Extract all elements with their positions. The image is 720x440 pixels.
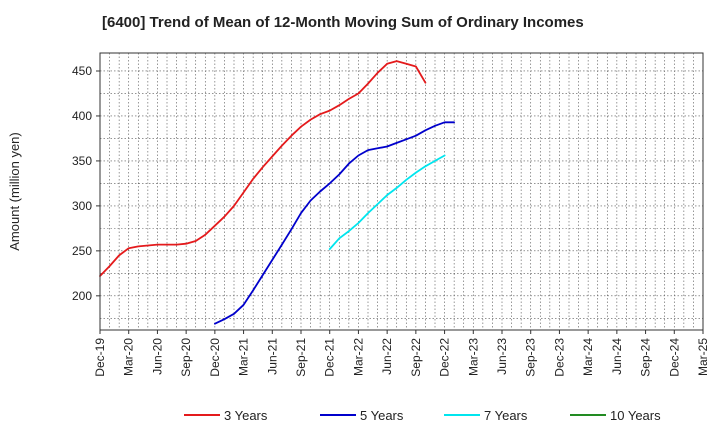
- y-axis-label: Amount (million yen): [7, 132, 22, 251]
- y-tick-label: 400: [72, 109, 92, 123]
- x-tick-label: Mar-21: [237, 338, 251, 376]
- x-axis-ticks: Dec-19 Mar-20 Jun-20 Sep-20 Dec-20 Mar-21 Jun-…: [93, 330, 710, 377]
- series-line-5-years: [213, 121, 456, 325]
- x-tick-label: Sep-20: [179, 338, 193, 377]
- x-tick-label: Jun-23: [495, 338, 509, 375]
- plot-area-frame: [99, 52, 704, 331]
- chart-title: [6400] Trend of Mean of 12-Month Moving …: [102, 14, 584, 31]
- legend-label-5-years: 5 Years: [360, 408, 404, 423]
- x-tick-label: Dec-20: [208, 338, 222, 377]
- x-tick-label: Dec-22: [438, 338, 452, 377]
- x-tick-label: Mar-24: [581, 338, 595, 376]
- x-tick-label: Sep-24: [639, 338, 653, 377]
- x-tick-label: Jun-22: [380, 338, 394, 375]
- x-tick-label: Jun-21: [265, 338, 279, 375]
- legend: 3 Years 5 Years 7 Years 10 Years: [184, 408, 661, 423]
- x-tick-label: Jun-24: [610, 338, 624, 375]
- y-tick-label: 300: [72, 199, 92, 213]
- x-tick-label: Mar-25: [696, 338, 710, 376]
- x-tick-label: Sep-23: [524, 338, 538, 377]
- y-tick-label: 450: [72, 64, 92, 78]
- y-axis-ticks: 200 250 300 350 400 450: [72, 64, 100, 303]
- x-tick-label: Dec-24: [667, 338, 681, 377]
- x-tick-label: Mar-23: [466, 338, 480, 376]
- series-lines: [99, 60, 456, 325]
- y-tick-label: 350: [72, 154, 92, 168]
- x-tick-label: Dec-23: [552, 338, 566, 377]
- y-tick-label: 200: [72, 289, 92, 303]
- x-tick-label: Mar-20: [122, 338, 136, 376]
- legend-label-7-years: 7 Years: [484, 408, 528, 423]
- x-tick-label: Mar-22: [351, 338, 365, 376]
- series-line-7-years: [328, 154, 446, 251]
- x-tick-label: Dec-21: [323, 338, 337, 377]
- x-tick-label: Sep-21: [294, 338, 308, 377]
- series-line-3-years: [99, 60, 427, 277]
- y-tick-label: 250: [72, 244, 92, 258]
- legend-label-3-years: 3 Years: [224, 408, 268, 423]
- x-tick-label: Sep-22: [409, 338, 423, 377]
- x-tick-label: Dec-19: [93, 338, 107, 377]
- grid: [100, 53, 703, 330]
- legend-label-10-years: 10 Years: [610, 408, 661, 423]
- x-tick-label: Jun-20: [150, 338, 164, 375]
